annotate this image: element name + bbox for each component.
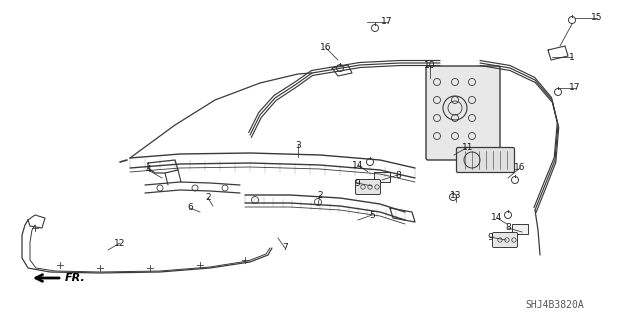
Text: 14: 14 <box>352 160 364 169</box>
Text: 9: 9 <box>487 233 493 241</box>
Text: 9: 9 <box>354 179 360 188</box>
Text: 2: 2 <box>205 194 211 203</box>
FancyBboxPatch shape <box>456 147 515 173</box>
Text: 13: 13 <box>451 190 461 199</box>
Text: 16: 16 <box>320 43 332 53</box>
Text: 7: 7 <box>282 243 288 253</box>
Text: 6: 6 <box>187 204 193 212</box>
Text: 12: 12 <box>115 239 125 248</box>
FancyBboxPatch shape <box>493 233 518 248</box>
Text: FR.: FR. <box>65 273 86 283</box>
Text: 8: 8 <box>395 170 401 180</box>
Text: 16: 16 <box>515 164 525 173</box>
Text: 17: 17 <box>569 84 580 93</box>
Bar <box>512 224 528 234</box>
Text: 14: 14 <box>492 213 502 222</box>
Text: 4: 4 <box>145 166 151 174</box>
Text: 3: 3 <box>295 140 301 150</box>
FancyBboxPatch shape <box>426 66 500 160</box>
Text: 2: 2 <box>317 190 323 199</box>
Text: SHJ4B3820A: SHJ4B3820A <box>525 300 584 310</box>
Bar <box>374 172 390 182</box>
Text: 15: 15 <box>591 13 603 23</box>
FancyBboxPatch shape <box>355 180 381 195</box>
Text: 17: 17 <box>381 18 393 26</box>
Text: 5: 5 <box>369 211 375 219</box>
Text: 8: 8 <box>505 224 511 233</box>
Text: 11: 11 <box>462 143 474 152</box>
Text: 10: 10 <box>424 61 436 70</box>
Text: 1: 1 <box>569 53 575 62</box>
